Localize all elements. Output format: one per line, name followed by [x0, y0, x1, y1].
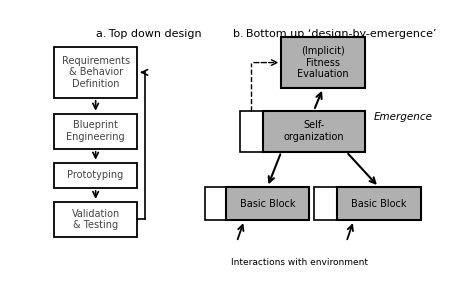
Text: Interactions with environment: Interactions with environment	[231, 259, 368, 267]
Bar	[54, 162, 137, 188]
Text: Self-
organization: Self- organization	[283, 120, 344, 142]
Bar	[263, 111, 365, 152]
Text: Blueprint
Engineering: Blueprint Engineering	[66, 120, 125, 142]
Text: Emergence: Emergence	[374, 113, 433, 122]
Bar	[281, 37, 365, 88]
Text: Basic Block: Basic Block	[351, 199, 407, 209]
Text: Prototyping: Prototyping	[67, 170, 124, 180]
Bar	[337, 187, 420, 221]
Bar	[54, 202, 137, 237]
Text: b. Bottom up ‘design-by-emergence’: b. Bottom up ‘design-by-emergence’	[233, 29, 437, 39]
Text: Requirements
& Behavior
Definition: Requirements & Behavior Definition	[62, 56, 130, 89]
Text: Validation
& Testing: Validation & Testing	[72, 209, 120, 230]
Bar	[314, 187, 337, 221]
Bar	[54, 114, 137, 149]
Text: a. Top down design: a. Top down design	[96, 29, 201, 39]
Text: Basic Block: Basic Block	[240, 199, 295, 209]
Bar	[226, 187, 309, 221]
Bar	[239, 111, 263, 152]
Bar	[205, 187, 226, 221]
Text: (Implicit)
Fitness
Evaluation: (Implicit) Fitness Evaluation	[297, 46, 349, 79]
Bar	[54, 47, 137, 98]
